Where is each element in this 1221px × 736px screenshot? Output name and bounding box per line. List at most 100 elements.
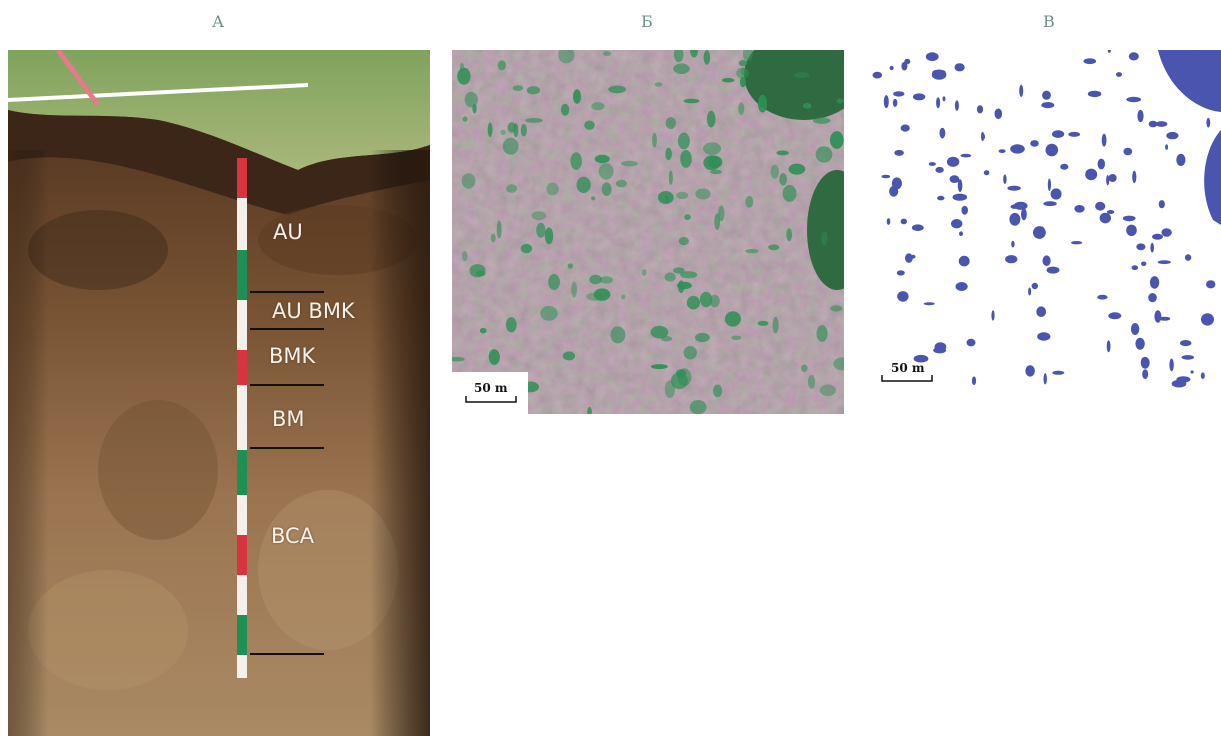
detected-patch [1003,174,1007,184]
detected-patch [893,91,905,97]
detected-patch [960,153,972,158]
vegetation-patch [593,288,611,301]
detected-patch [1071,241,1083,245]
vegetation-patch [464,91,478,108]
vegetation-patch [664,272,676,282]
vegetation-patch [830,305,843,312]
vegetation-patch [724,311,741,327]
detected-patch [1123,147,1133,156]
vegetation-patch [673,267,685,274]
vegetation-patch [745,249,759,254]
vegetation-patch [680,271,698,279]
detected-patch [1025,365,1035,377]
vegetation-patch [459,63,465,73]
detected-patch [1155,121,1168,127]
detected-patch [1011,240,1015,248]
vegetation-patch [513,123,519,138]
vegetation-patch [525,118,544,123]
detected-patch [1047,178,1051,192]
detected-patch [1126,224,1137,236]
vegetation-patch [738,102,745,115]
detected-patch [1175,78,1189,87]
vegetation-patch [567,263,573,269]
detected-patch [1128,52,1139,61]
detected-patches [872,50,1218,388]
vegetation-patch [562,351,576,361]
horizon-label-au-bmk: AU BMK [272,299,355,323]
detected-patch [1202,87,1218,99]
detected-patch [1050,188,1062,200]
detected-patch [971,376,977,386]
detected-patch [1206,280,1216,289]
detected-patch [1132,170,1137,183]
vegetation-patch [786,228,793,242]
vegetation-patch [584,120,595,130]
detected-patch [1181,355,1195,360]
soil-profile-illustration [8,50,430,736]
detected-patch [981,133,985,140]
detected-patch [1106,340,1111,353]
classified-map: 50 m [868,50,1221,390]
detected-patch [1157,260,1171,265]
detected-patch [1122,215,1136,222]
scale-bar-box [452,372,528,414]
mask-scale-bar-label: 50 m [891,361,925,375]
detected-patch [952,193,968,201]
vegetation-patch [657,191,674,204]
vegetation-patch [488,349,500,365]
detected-patch [1005,255,1018,264]
detected-patch [1031,282,1038,290]
vegetation-patch [676,281,692,290]
detected-patch [1097,158,1105,170]
vegetation-patch [703,155,721,171]
detected-patch [1141,261,1147,267]
detected-patch [913,354,929,363]
vegetation-patch [487,122,493,137]
vegetation-patch [620,160,638,167]
vegetation-patch [587,406,592,414]
vegetation-patch [651,364,668,370]
vegetation-patch [506,184,518,193]
detected-patch [1180,340,1192,347]
vegetation-patch [652,132,657,148]
detected-patch [966,338,976,347]
detected-patch [1162,52,1170,58]
vegetation-patch [598,163,614,180]
detected-patch [904,58,911,65]
vegetation-patch [779,173,787,186]
vegetation-patch [718,205,725,222]
detected-patch [1152,233,1163,240]
detected-patch [1036,306,1047,318]
detected-patch [1043,373,1047,385]
vegetation-patch [650,325,669,339]
detected-patch [881,174,891,179]
vegetation-patch [520,124,527,137]
vegetation-patch [673,63,690,74]
detected-patch [1009,212,1021,226]
detected-patch [1042,90,1051,100]
vegetation-patch [452,356,465,362]
vegetation-patch [505,317,517,333]
horizon-label-bmk: BMK [269,344,316,368]
detected-patch [1043,201,1057,207]
detected-patch [983,170,990,176]
vegetation-patch [772,316,779,334]
vegetation-patch [684,214,691,221]
vegetation-patch [641,269,647,276]
detected-patch [925,52,939,62]
vegetation-patch [677,132,690,150]
detected-patch [1028,287,1032,296]
detected-patch [1108,312,1122,320]
mask-scale-bar-line [881,375,933,382]
detected-patch [1158,200,1165,209]
detected-patch [954,63,965,72]
detected-patch [1176,376,1191,383]
detected-patch [1097,294,1108,300]
vegetation-patch [706,110,716,128]
detected-patch [1135,337,1145,350]
vegetation-patch [757,94,768,113]
vegetation-patch [497,60,507,71]
detected-patch [1019,84,1024,97]
detected-patch [1126,96,1142,103]
detected-patch [1150,242,1154,253]
